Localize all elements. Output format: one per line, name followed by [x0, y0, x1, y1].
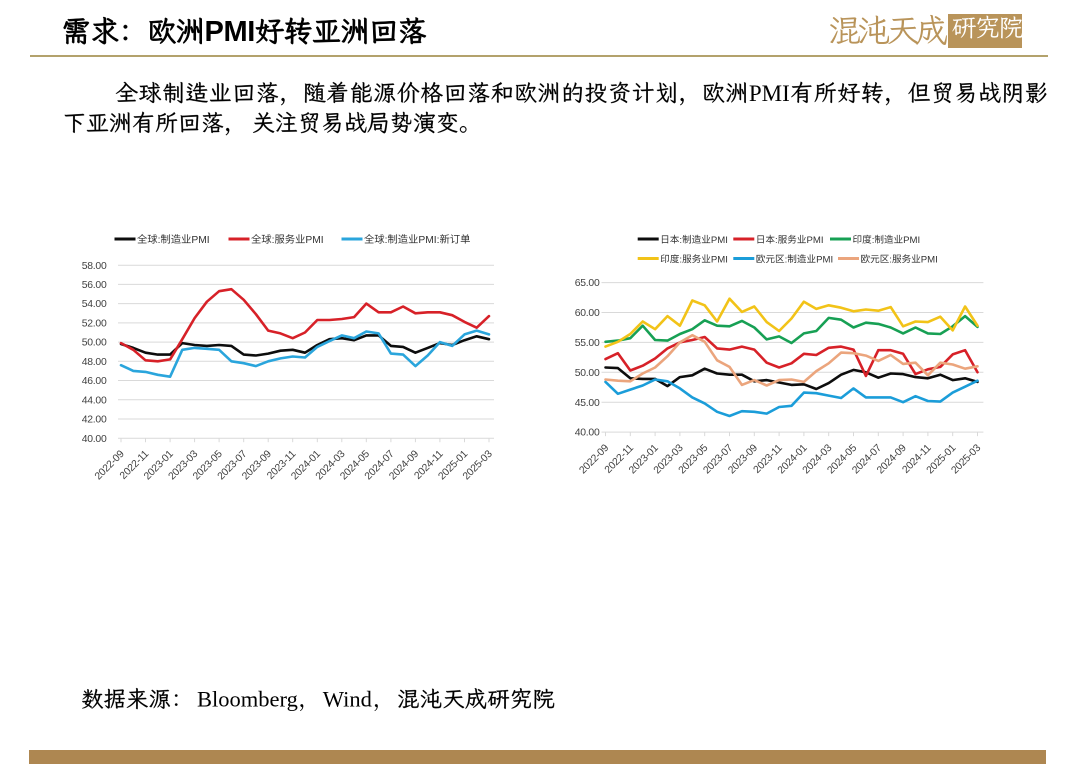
svg-text:55.00: 55.00 — [575, 338, 600, 349]
svg-text::: : — [679, 235, 682, 246]
svg-text::: : — [385, 235, 388, 246]
svg-text:40.00: 40.00 — [575, 428, 600, 439]
svg-text::: : — [872, 235, 875, 246]
svg-text::: : — [272, 235, 275, 246]
svg-text:PMI: PMI — [903, 235, 920, 246]
svg-text:PMI: PMI — [806, 235, 823, 246]
svg-text:40.00: 40.00 — [82, 434, 107, 445]
svg-text:50.00: 50.00 — [575, 368, 600, 379]
svg-text:Wind: Wind — [323, 687, 372, 712]
svg-text:58.00: 58.00 — [82, 261, 107, 272]
svg-text:PMI: PMI — [711, 254, 728, 265]
svg-text::: : — [158, 235, 161, 246]
svg-text:Bloomberg: Bloomberg — [197, 687, 298, 712]
svg-text:60.00: 60.00 — [575, 308, 600, 319]
svg-text:PMI: PMI — [816, 254, 833, 265]
svg-text:65.00: 65.00 — [575, 278, 600, 289]
svg-text:50.00: 50.00 — [82, 338, 107, 349]
svg-text::: : — [775, 235, 778, 246]
svg-text:PMI:: PMI: — [418, 235, 439, 246]
svg-text::: : — [785, 254, 788, 265]
svg-text:52.00: 52.00 — [82, 319, 107, 330]
svg-text:44.00: 44.00 — [82, 395, 107, 406]
svg-text:PMI: PMI — [205, 16, 255, 48]
svg-text:PMI: PMI — [711, 235, 728, 246]
svg-text:PMI: PMI — [191, 235, 209, 246]
svg-text:56.00: 56.00 — [82, 280, 107, 291]
svg-text:42.00: 42.00 — [82, 415, 107, 426]
svg-text:PMI: PMI — [749, 81, 790, 106]
svg-text::: : — [889, 254, 892, 265]
svg-text:46.00: 46.00 — [82, 376, 107, 387]
svg-text:PMI: PMI — [305, 235, 323, 246]
svg-text:54.00: 54.00 — [82, 299, 107, 310]
svg-text:48.00: 48.00 — [82, 357, 107, 368]
svg-text:PMI: PMI — [921, 254, 938, 265]
svg-text::: : — [679, 254, 682, 265]
svg-text:45.00: 45.00 — [575, 398, 600, 409]
